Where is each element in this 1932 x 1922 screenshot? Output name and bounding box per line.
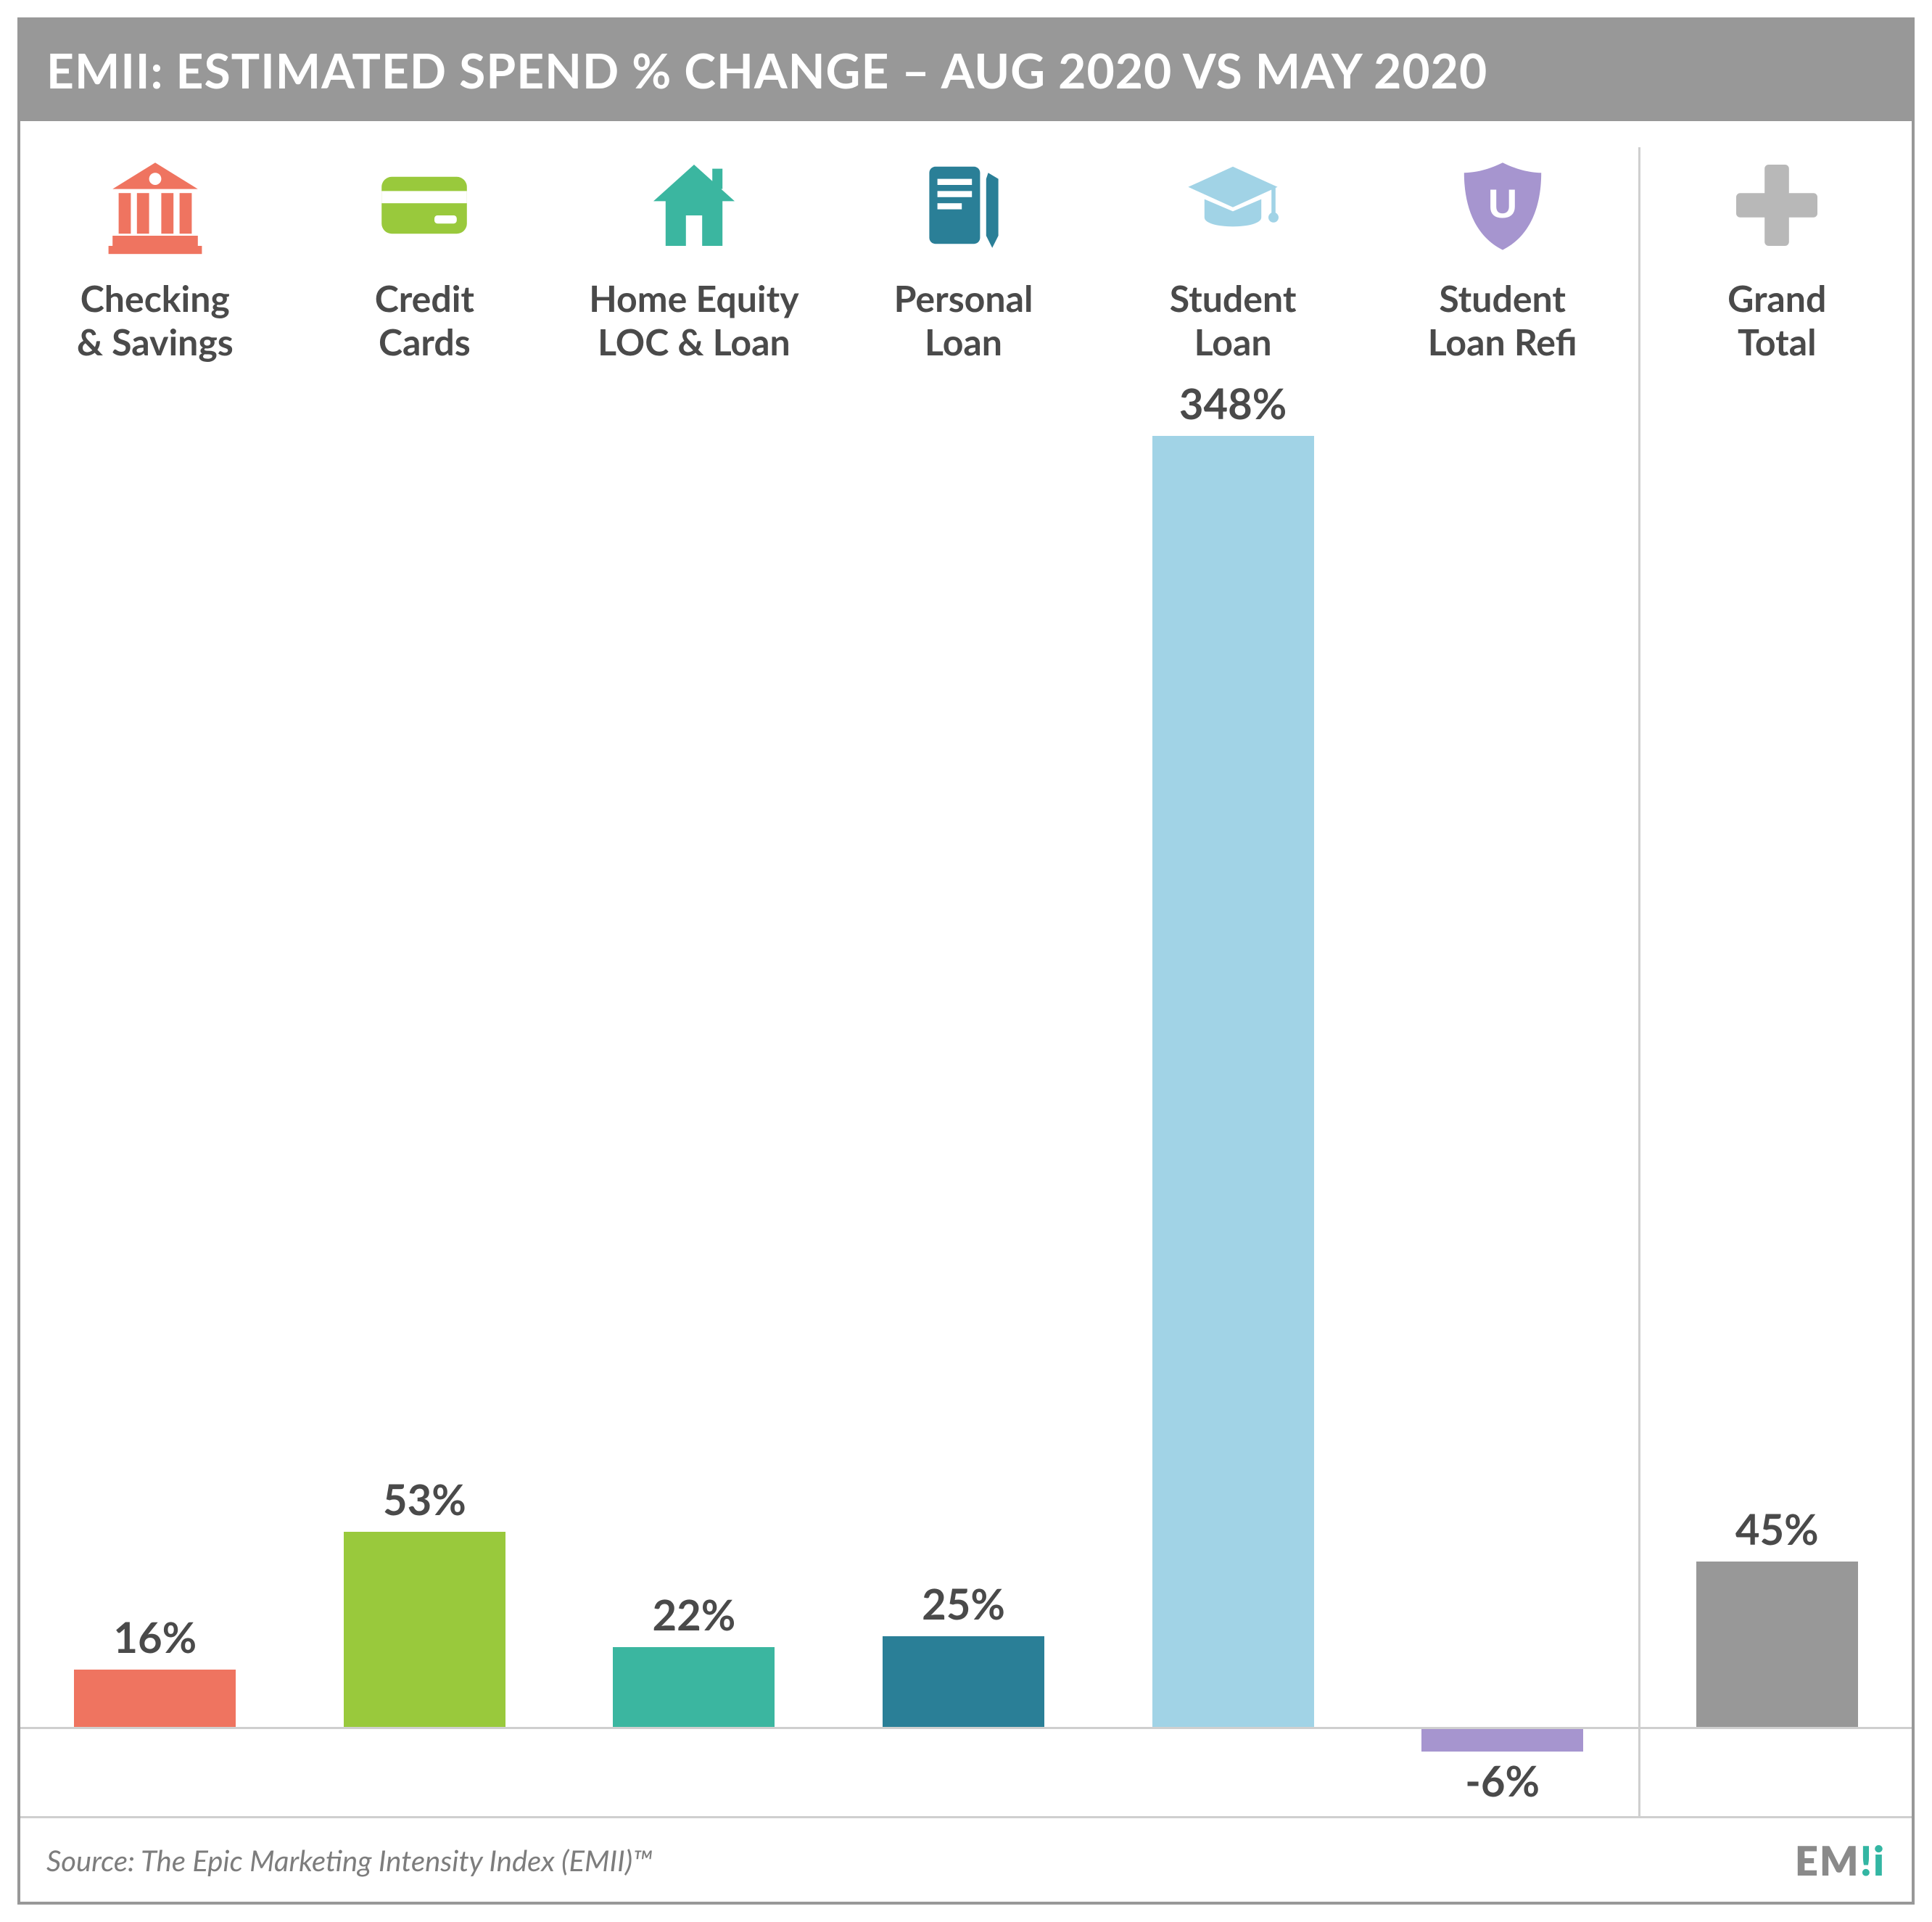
logo-bang: ! — [1860, 1836, 1873, 1884]
bar-zone: 45% — [1642, 371, 1912, 1816]
value-label: 348% — [1152, 379, 1314, 429]
value-label: 53% — [344, 1475, 505, 1525]
bar: 348% — [1152, 436, 1314, 1729]
bar: 22% — [613, 1647, 775, 1729]
logo-e: E — [1795, 1836, 1820, 1884]
value-label: 16% — [74, 1612, 236, 1662]
bar: -6% — [1421, 1729, 1583, 1752]
category-label: Checking& Savings — [77, 276, 234, 371]
bank-icon — [97, 147, 213, 263]
bar-zone: 53% — [290, 371, 560, 1816]
source-text: Source: The Epic Marketing Intensity Ind… — [46, 1843, 653, 1878]
shield-icon: U — [1445, 147, 1561, 263]
baseline — [20, 1727, 1912, 1729]
logo-i: i — [1873, 1836, 1886, 1884]
plus-icon — [1719, 147, 1835, 263]
col-student-loan-refi: U StudentLoan Refi -6% — [1368, 147, 1638, 1816]
category-label: CreditCards — [375, 276, 474, 371]
bar: 25% — [883, 1636, 1044, 1729]
col-personal-loan: PersonalLoan 25% — [829, 147, 1099, 1816]
category-label: StudentLoan Refi — [1428, 276, 1577, 371]
category-label: GrandTotal — [1727, 276, 1826, 371]
chart-area: Checking& Savings 16% CreditCards 53% — [20, 121, 1912, 1816]
col-student-loan: StudentLoan 348% — [1098, 147, 1368, 1816]
col-credit-cards: CreditCards 53% — [290, 147, 560, 1816]
category-label: Home EquityLOC & Loan — [589, 276, 798, 371]
value-label: -6% — [1421, 1756, 1583, 1806]
svg-text:U: U — [1487, 181, 1516, 226]
logo-m: M — [1820, 1836, 1860, 1884]
doc-icon — [906, 147, 1022, 263]
category-label: StudentLoan — [1170, 276, 1297, 371]
card-icon — [366, 147, 482, 263]
title-bar: EMII: ESTIMATED SPEND % CHANGE – AUG 202… — [20, 20, 1912, 121]
bar-zone: 25% — [829, 371, 1099, 1816]
chart-container: EMII: ESTIMATED SPEND % CHANGE – AUG 202… — [17, 17, 1915, 1905]
bar: 53% — [344, 1532, 505, 1729]
category-label: PersonalLoan — [894, 276, 1033, 371]
col-home-equity: Home EquityLOC & Loan 22% — [559, 147, 829, 1816]
bar-zone: -6% — [1368, 371, 1638, 1816]
bar-zone: 348% — [1098, 371, 1368, 1816]
house-icon — [636, 147, 752, 263]
bar: 16% — [74, 1670, 236, 1729]
col-checking-savings: Checking& Savings 16% — [20, 147, 290, 1816]
value-label: 25% — [883, 1579, 1044, 1629]
bar-zone: 16% — [20, 371, 290, 1816]
logo: E M ! i — [1795, 1836, 1886, 1884]
grad-icon — [1175, 147, 1291, 263]
columns: Checking& Savings 16% CreditCards 53% — [20, 147, 1912, 1816]
col-grand-total: GrandTotal 45% — [1642, 147, 1912, 1816]
bar-zone: 22% — [559, 371, 829, 1816]
divider — [1638, 147, 1640, 1816]
bar: 45% — [1696, 1562, 1858, 1729]
value-label: 22% — [613, 1590, 775, 1640]
footer: Source: The Epic Marketing Intensity Ind… — [20, 1816, 1912, 1902]
value-label: 45% — [1696, 1504, 1858, 1554]
